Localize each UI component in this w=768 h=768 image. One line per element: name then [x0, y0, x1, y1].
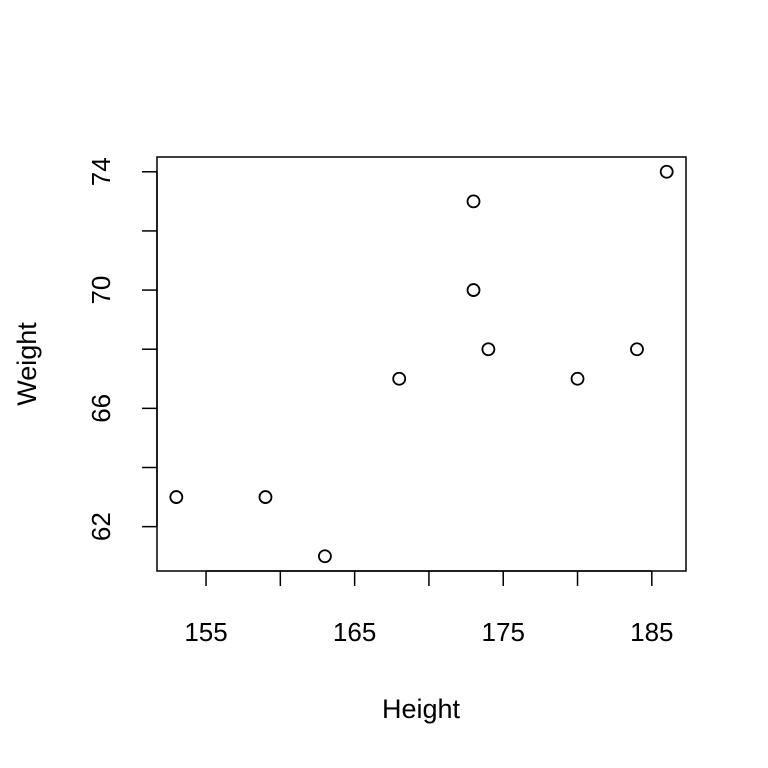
- data-point: [630, 342, 644, 357]
- y-axis-title: Weight: [12, 322, 42, 406]
- y-tick-label: 70: [86, 276, 116, 305]
- x-axis: 155 165 175 185: [184, 570, 674, 647]
- data-point: [481, 342, 496, 357]
- data-point: [466, 194, 481, 209]
- y-tick-label: 74: [86, 157, 116, 186]
- data-points: [169, 164, 674, 564]
- x-tick-label: 185: [630, 617, 673, 647]
- data-point: [659, 164, 674, 179]
- data-point: [392, 371, 407, 386]
- data-point: [258, 490, 273, 504]
- x-tick-label: 155: [184, 617, 227, 647]
- data-point: [169, 490, 184, 504]
- data-point: [318, 549, 332, 564]
- x-tick-label: 165: [333, 617, 376, 647]
- data-point: [466, 283, 481, 297]
- x-tick-label: 175: [482, 617, 525, 647]
- plot-frame: [156, 156, 687, 572]
- y-tick-label: 66: [86, 394, 116, 423]
- y-tick-label: 62: [86, 512, 116, 541]
- y-axis: 62 66 70 74: [86, 157, 158, 541]
- data-point: [570, 371, 585, 386]
- x-axis-title: Height: [382, 694, 461, 724]
